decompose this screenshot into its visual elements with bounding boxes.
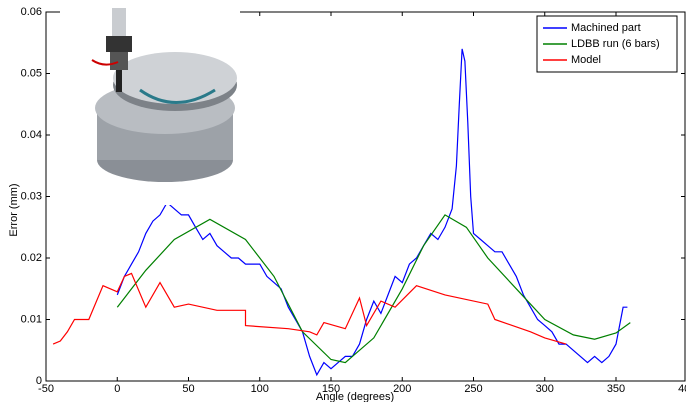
y-tick-label: 0.02 [21,252,42,264]
x-tick-label: 300 [536,383,554,395]
x-axis-label: Angle (degrees) [316,391,394,402]
inset-illustration [60,0,240,205]
y-tick-label: 0.01 [21,313,42,325]
y-tick-label: 0.03 [21,190,42,202]
y-tick-label: 0 [36,375,42,387]
y-tick-label: 0.06 [21,6,42,18]
y-tick-label: 0.04 [21,129,42,141]
series-line [53,273,566,344]
chart: -5005010015020025030035040000.010.020.03… [0,0,686,402]
x-tick-label: 200 [393,383,411,395]
legend: Machined part LDBB run (6 bars) Model [537,16,677,72]
x-tick-label: 250 [464,383,482,395]
x-tick-label: 350 [607,383,625,395]
x-tick-label: 50 [182,383,194,395]
legend-label: Machined part [571,22,641,34]
y-tick-label: 0.05 [21,67,42,79]
legend-label: Model [571,54,601,66]
legend-label: LDBB run (6 bars) [571,38,660,50]
x-tick-label: 0 [114,383,120,395]
x-tick-label: 400 [678,383,686,395]
x-tick-label: 100 [251,383,269,395]
y-axis-label: Error (mm) [8,183,20,236]
